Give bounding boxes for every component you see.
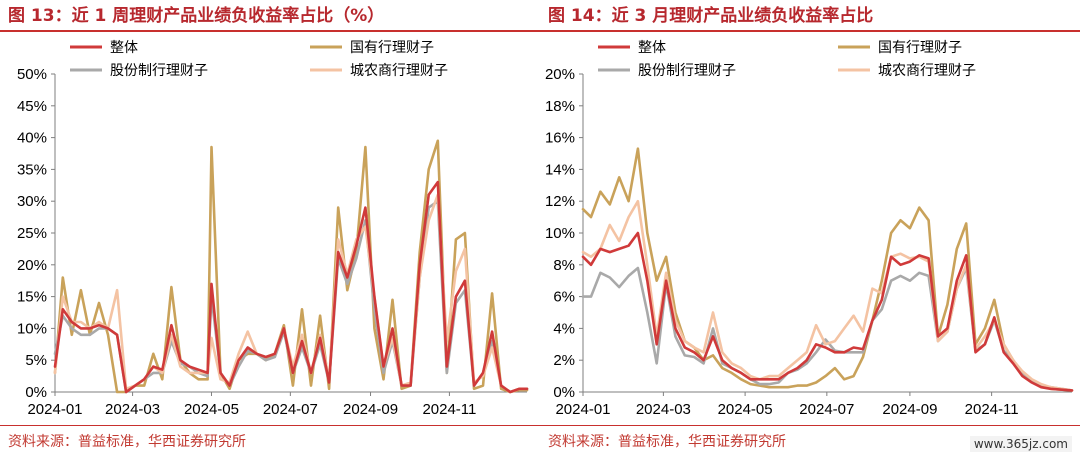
legend-label: 股份制行理财子: [638, 62, 736, 78]
y-tick-label: 16%: [545, 130, 575, 147]
series-line-0: [53, 180, 529, 394]
y-tick-label: 20%: [545, 66, 575, 83]
y-tick-label: 50%: [17, 66, 47, 83]
x-tick-label: 2024-01: [27, 401, 82, 418]
legend-label: 整体: [638, 39, 666, 55]
y-tick-label: 0%: [553, 384, 575, 401]
x-tick-label: 2024-09: [343, 401, 398, 418]
series-line-1: [581, 147, 1074, 392]
y-tick-label: 2%: [553, 352, 575, 369]
x-tick-label: 2024-03: [636, 401, 691, 418]
chart-title: 图 14：近 3 月理财产品业绩负收益率占比: [548, 6, 874, 26]
x-tick-label: 2024-05: [184, 401, 239, 418]
x-tick-label: 2024-01: [555, 401, 610, 418]
source-note: 资料来源：普益标准，华西证券研究所: [548, 434, 786, 450]
y-tick-label: 4%: [553, 320, 575, 337]
line-chart-weekly: 0% 5% 10% 15% 20% 25% 30% 35% 40% 45% 50% 2024-01 20…: [17, 39, 529, 418]
legend-label: 国有行理财子: [878, 39, 962, 55]
y-tick-label: 14%: [545, 161, 575, 178]
y-tick-label: 18%: [545, 98, 575, 115]
legend-label: 城农商行理财子: [878, 62, 976, 78]
legend-label: 整体: [110, 39, 138, 55]
y-tick-label: 40%: [17, 130, 47, 147]
x-tick-label: 2024-11: [965, 401, 1019, 418]
y-tick-label: 8%: [553, 257, 575, 274]
chart-panel-3month: 图 14：近 3 月理财产品业绩负收益率占比 0% 2% 4% 6% 8% 10% 12% 1…: [540, 0, 1080, 459]
y-tick-label: 15%: [17, 289, 47, 306]
y-tick-label: 20%: [17, 257, 47, 274]
x-tick-label: 2024-11: [422, 401, 476, 418]
y-tick-label: 10%: [17, 320, 47, 337]
title-divider: [0, 30, 540, 32]
x-tick-label: 2024-07: [263, 401, 318, 418]
x-tick-label: 2024-05: [718, 401, 773, 418]
watermark: www.365jz.com: [969, 436, 1072, 452]
legend-label: 城农商行理财子: [350, 62, 448, 78]
source-note: 资料来源：普益标准，华西证券研究所: [8, 434, 246, 450]
y-tick-label: 25%: [17, 225, 47, 242]
y-tick-label: 6%: [553, 289, 575, 306]
y-tick-label: 0%: [25, 384, 47, 401]
y-tick-label: 5%: [25, 352, 47, 369]
legend-label: 国有行理财子: [350, 39, 434, 55]
y-tick-label: 35%: [17, 161, 47, 178]
x-tick-label: 2024-03: [105, 401, 160, 418]
footer-divider: [540, 425, 1080, 426]
y-tick-label: 45%: [17, 98, 47, 115]
title-divider: [540, 30, 1080, 32]
footer-divider: [0, 425, 540, 426]
chart-panel-weekly: 图 13：近 1 周理财产品业绩负收益率占比（%） 0% 5% 10% 15% 20% 2…: [0, 6, 540, 450]
y-tick-label: 10%: [545, 225, 575, 242]
series-line-0: [581, 231, 1074, 392]
x-tick-label: 2024-09: [882, 401, 937, 418]
y-tick-label: 30%: [17, 193, 47, 210]
legend-label: 股份制行理财子: [110, 62, 208, 78]
line-chart-3month: 0% 2% 4% 6% 8% 10% 12% 14% 16% 18% 20% 2024-01 2024-…: [545, 39, 1074, 418]
x-tick-label: 2024-07: [799, 401, 854, 418]
y-tick-label: 12%: [545, 193, 575, 210]
chart-title: 图 13：近 1 周理财产品业绩负收益率占比（%）: [8, 6, 385, 26]
